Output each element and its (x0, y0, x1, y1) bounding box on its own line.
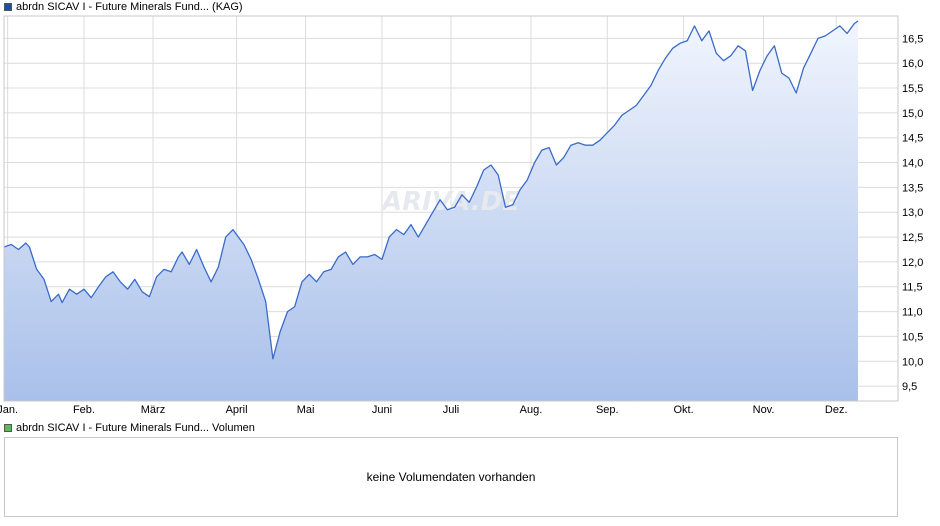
y-tick-label: 14,0 (902, 158, 923, 170)
price-line (3, 20, 859, 360)
x-tick-label: Sep. (596, 404, 619, 416)
volume-panel: keine Volumendaten vorhanden (4, 437, 898, 517)
y-axis-labels: 9,5 10,0 10,5 11,0 11,5 12,0 12,5 13,0 13,5 14,0 1… (902, 33, 923, 393)
price-legend-label: abrdn SICAV I - Future Minerals Fund... … (16, 1, 243, 13)
y-tick-label: 11,5 (902, 282, 923, 294)
y-tick-label: 15,5 (902, 83, 923, 95)
plot-frame (3, 15, 899, 402)
y-tick-label: 13,0 (902, 207, 923, 219)
x-tick-label: Feb. (73, 404, 95, 416)
y-tick-label: 14,5 (902, 133, 923, 145)
y-tick-label: 11,0 (902, 307, 923, 319)
x-tick-label: Dez. (825, 404, 848, 416)
x-tick-label: Aug. (520, 404, 543, 416)
y-tick-label: 16,5 (902, 33, 923, 45)
x-tick-label: Jan. (0, 404, 18, 416)
volume-legend: abrdn SICAV I - Future Minerals Fund... … (4, 421, 255, 435)
y-tick-label: 16,0 (902, 58, 923, 70)
y-tick-label: 9,5 (902, 381, 917, 393)
x-axis-labels: Jan. Feb. März April Mai Juni Juli Aug. Sep. Okt.… (0, 404, 848, 416)
x-tick-label: Mai (297, 404, 315, 416)
price-legend: abrdn SICAV I - Future Minerals Fund... … (4, 0, 243, 14)
x-tick-label: Nov. (753, 404, 775, 416)
y-tick-label: 10,0 (902, 356, 923, 368)
volume-legend-swatch (4, 424, 12, 432)
y-tick-label: 12,0 (902, 257, 923, 269)
watermark-logo: ARIVA.DE (380, 187, 520, 217)
y-tick-label: 15,0 (902, 108, 923, 120)
x-tick-label: März (141, 404, 165, 416)
x-tick-label: Juli (443, 404, 460, 416)
price-legend-swatch (4, 3, 12, 11)
volume-legend-label: abrdn SICAV I - Future Minerals Fund... … (16, 422, 255, 434)
y-tick-label: 13,5 (902, 182, 923, 194)
y-tick-label: 12,5 (902, 232, 923, 244)
x-tick-label: April (226, 404, 248, 416)
x-tick-label: Juni (372, 404, 392, 416)
no-volume-message: keine Volumendaten vorhanden (366, 470, 536, 484)
y-tick-label: 10,5 (902, 331, 923, 343)
price-area (4, 21, 858, 401)
price-series-line (3, 20, 859, 360)
x-tick-label: Okt. (673, 404, 693, 416)
price-area-fill (4, 21, 858, 401)
price-chart: ARIVA.DE 9,5 10,0 10,5 11,0 11,5 12,0 12,5 13,0… (0, 15, 923, 416)
